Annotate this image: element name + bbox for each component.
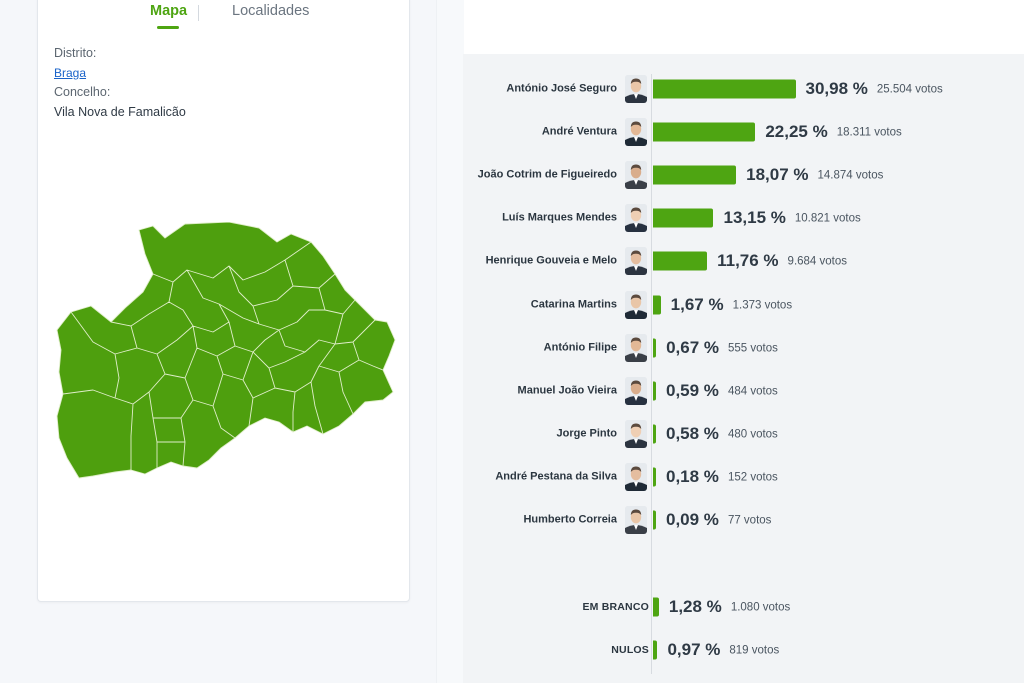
candidate-name: António Filipe (543, 341, 617, 354)
tab-map[interactable]: Mapa (150, 3, 188, 29)
candidate-row[interactable]: Luís Marques Mendes 13,15 % 10.821 votos (463, 198, 1024, 238)
result-bar (653, 467, 656, 487)
result-percent: 1,67 % (670, 295, 724, 314)
result-votes: 152 votos (727, 471, 778, 484)
map-panel: Mapa Localidades Distrito: Braga Concelh… (37, 0, 410, 602)
candidate-name: Manuel João Vieira (517, 384, 617, 397)
result-bar (653, 251, 708, 271)
candidate-row[interactable]: Humberto Correia 0,09 % 77 votos (463, 500, 1024, 540)
result-votes: 14.874 votos (817, 169, 884, 182)
result-percent: 0,58 % (666, 424, 719, 443)
result-bar (653, 122, 756, 142)
district-label: Distrito: (54, 46, 97, 60)
candidate-row[interactable]: Jorge Pinto 0,58 % 480 votos (463, 414, 1024, 454)
tab-localities-label: Localidades (232, 3, 310, 19)
result-bar (653, 338, 657, 358)
municipality-value: Vila Nova de Famalicão (54, 104, 186, 119)
candidate-name: Luís Marques Mendes (502, 211, 617, 224)
municipality-label: Concelho: (54, 85, 111, 99)
candidate-name: Jorge Pinto (556, 427, 617, 440)
active-tab-indicator (157, 26, 179, 29)
result-percent: 11,76 % (717, 251, 779, 270)
result-bar (653, 208, 714, 228)
candidate-photo-icon (625, 463, 647, 491)
candidate-row[interactable]: António José Seguro 30,98 % 25.504 votos (463, 69, 1024, 109)
tab-map-label: Mapa (150, 3, 188, 19)
map-outline (56, 222, 396, 479)
result-bar (653, 165, 737, 185)
result-votes: 819 votos (729, 644, 780, 657)
tab-divider (198, 5, 199, 21)
candidate-name: António José Seguro (506, 82, 617, 95)
view-tabs: Mapa Localidades (38, 3, 409, 29)
special-row-label: EM BRANCO (582, 601, 649, 613)
location-info: Distrito: Braga Concelho: Vila Nova de F… (54, 44, 186, 122)
candidate-photo-icon (625, 118, 647, 146)
result-percent: 0,67 % (666, 338, 720, 357)
candidate-name: Henrique Gouveia e Melo (485, 254, 617, 267)
results-chart: António José Seguro 30,98 % 25.504 votos An… (463, 54, 1024, 683)
district-link[interactable]: Braga (54, 65, 87, 80)
chart-axis (651, 74, 652, 674)
special-row[interactable]: EM BRANCO 1,28 % 1.080 votos (463, 587, 1024, 627)
parish-boundaries (62, 241, 384, 470)
candidate-name: André Pestana da Silva (495, 470, 617, 483)
municipality-map[interactable] (53, 222, 398, 482)
result-percent: 1,28 % (668, 597, 722, 616)
result-percent: 22,25 % (765, 122, 828, 141)
candidate-name: João Cotrim de Figueiredo (477, 168, 617, 181)
candidate-photo-icon (625, 506, 647, 534)
tab-localities[interactable]: Localidades (232, 3, 309, 19)
candidate-photo-icon (625, 377, 647, 405)
candidate-photo-icon (625, 420, 647, 448)
candidate-photo-icon (625, 334, 647, 362)
result-votes: 25.504 votos (876, 83, 943, 96)
result-percent: 18,07 % (746, 165, 809, 184)
candidate-name: Catarina Martins (530, 298, 617, 311)
candidate-row[interactable]: André Pestana da Silva 0,18 % 152 votos (463, 457, 1024, 497)
result-percent: 0,97 % (667, 640, 721, 659)
result-bar (653, 510, 656, 530)
candidate-photo-icon (625, 247, 647, 275)
parishes-map (56, 222, 396, 479)
special-row[interactable]: NULOS 0,97 % 819 votos (463, 630, 1024, 670)
result-percent: 0,59 % (666, 381, 719, 400)
candidate-photo-icon (625, 161, 647, 189)
result-bar (653, 381, 656, 401)
result-votes: 10.821 votos (794, 212, 861, 225)
result-votes: 18.311 votos (836, 126, 902, 139)
result-bar (653, 597, 659, 617)
result-votes: 484 votos (727, 385, 778, 398)
result-percent: 0,09 % (666, 510, 719, 529)
candidate-row[interactable]: Manuel João Vieira 0,59 % 484 votos (463, 371, 1024, 411)
special-row-label: NULOS (611, 644, 649, 656)
candidate-row[interactable]: António Filipe 0,67 % 555 votos (463, 328, 1024, 368)
result-votes: 480 votos (727, 428, 778, 441)
candidate-photo-icon (625, 75, 647, 103)
result-bar (653, 424, 656, 444)
candidate-name: André Ventura (541, 125, 617, 138)
candidate-row[interactable]: Catarina Martins 1,67 % 1.373 votos (463, 285, 1024, 325)
result-votes: 9.684 votos (787, 255, 848, 268)
result-percent: 30,98 % (805, 79, 868, 98)
result-bar (653, 640, 658, 660)
result-percent: 13,15 % (723, 208, 786, 227)
result-votes: 1.080 votos (730, 601, 791, 614)
top-blank-area (437, 0, 1024, 54)
candidate-photo-icon (625, 291, 647, 319)
column-gutter (436, 0, 464, 683)
candidate-row[interactable]: André Ventura 22,25 % 18.311 votos (463, 112, 1024, 152)
candidate-photo-icon (625, 204, 647, 232)
result-votes: 555 votos (728, 342, 778, 355)
result-bar (653, 79, 796, 99)
result-percent: 0,18 % (666, 467, 719, 486)
candidate-row[interactable]: Henrique Gouveia e Melo 11,76 % 9.684 voto… (463, 241, 1024, 281)
result-votes: 1.373 votos (732, 299, 793, 312)
candidate-name: Humberto Correia (523, 513, 617, 526)
result-bar (653, 295, 661, 315)
candidate-row[interactable]: João Cotrim de Figueiredo 18,07 % 14.874 v… (463, 155, 1024, 195)
result-votes: 77 votos (727, 514, 772, 527)
